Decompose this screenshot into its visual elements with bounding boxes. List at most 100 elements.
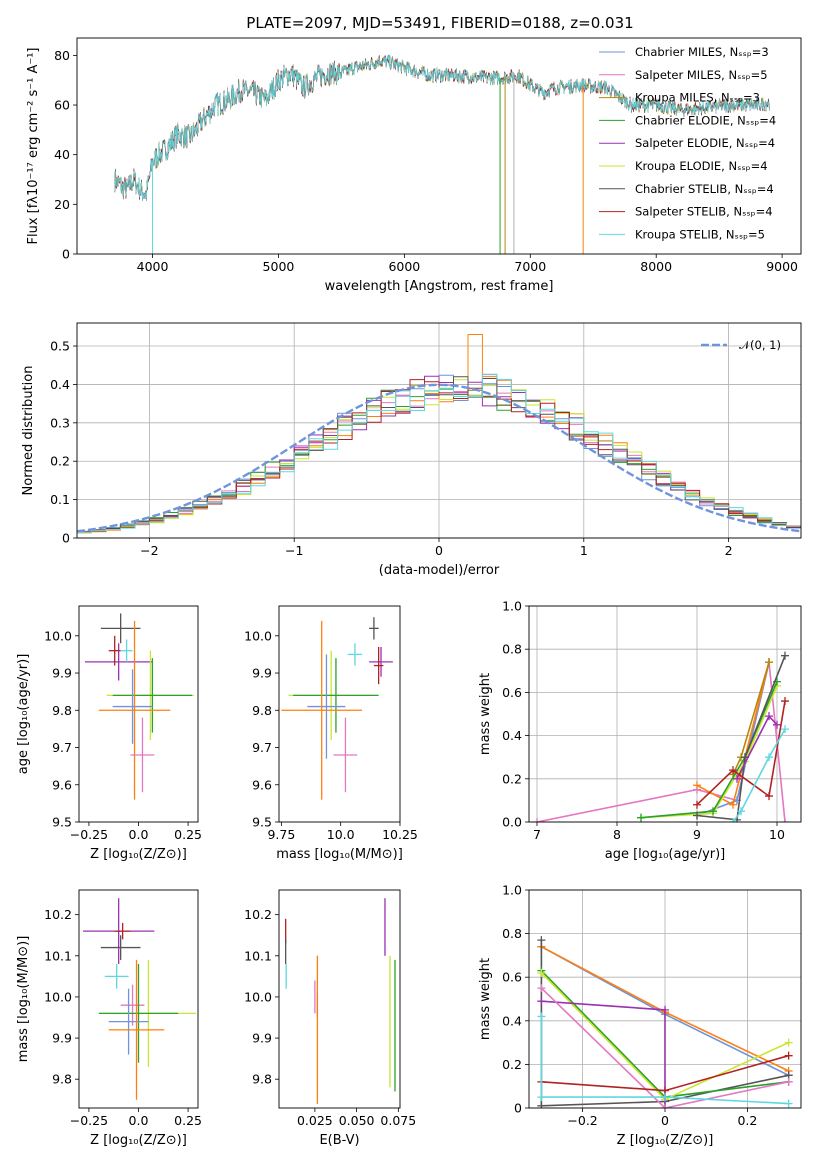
x-tick-label: −1 xyxy=(285,543,303,558)
y-tick-label: 20 xyxy=(54,197,70,212)
errorbar-point xyxy=(114,922,131,940)
legend-label: Salpeter STELIB, Nₛₛₚ=4 xyxy=(635,205,773,219)
histogram-step xyxy=(77,379,801,534)
x-tick-label: 0.050 xyxy=(339,1113,375,1128)
y-tick-label: 10.2 xyxy=(244,907,272,922)
y-tick-label: 9.9 xyxy=(52,1031,72,1046)
errorbar-point xyxy=(108,959,165,1100)
panel-mass-vs-Z: −0.25 0.0 0.25 9.8 9.9 10.0 10.1 10.2 Z [log₁₀(Z… xyxy=(16,889,202,1148)
y-tick-label: 9.8 xyxy=(252,703,272,718)
x-tick-label: −0.25 xyxy=(70,827,108,842)
weight-marker xyxy=(537,968,546,977)
errorbar-point xyxy=(281,620,363,800)
x-tick-label: 9.75 xyxy=(267,827,295,842)
weight-marker xyxy=(661,1104,669,1108)
x-tick-label: 8 xyxy=(613,827,621,842)
legend-label: Chabrier ELODIE, Nₛₛₚ=4 xyxy=(635,113,776,127)
y-axis-label: mass [log₁₀(M/M⊙)] xyxy=(16,936,31,1063)
y-tick-label: 9.8 xyxy=(52,1072,72,1087)
weight-line xyxy=(541,1000,666,1108)
panel-weight-vs-Z: −0.2 0 0.2 0 0.2 0.4 0.6 0.8 1.0 Z [log₁₀(Z/Z⊙)] m… xyxy=(478,883,802,1148)
panel-mass-vs-EBV: 0.025 0.050 0.075 9.8 9.9 10.0 10.1 10.2 E(B-V) xyxy=(244,889,416,1148)
y-tick-label: 10.2 xyxy=(44,907,72,922)
weight-marker xyxy=(765,712,773,721)
weight-marker xyxy=(781,818,789,822)
y-tick-label: 0.8 xyxy=(502,642,522,657)
axes-frame xyxy=(528,605,802,823)
x-tick-label: 0.25 xyxy=(174,1113,202,1128)
y-tick-label: 0.6 xyxy=(502,970,522,985)
weight-marker xyxy=(537,1093,546,1102)
y-tick-label: 9.5 xyxy=(252,815,272,830)
y-tick-label: 0 xyxy=(62,247,70,262)
errorbar-point xyxy=(84,643,153,681)
errorbar-point xyxy=(369,617,379,640)
y-tick-label: 9.5 xyxy=(52,815,72,830)
x-axis-label: mass [log₁₀(M/M⊙)] xyxy=(276,847,403,862)
y-tick-label: 10.0 xyxy=(244,989,272,1004)
x-tick-label: 9000 xyxy=(766,259,798,274)
ticks: 4000 5000 6000 7000 8000 9000 0 20 40 60 80 xyxy=(54,48,798,274)
errorbar-point xyxy=(307,654,346,759)
x-tick-label: −2 xyxy=(140,543,158,558)
y-tick-label: 9.9 xyxy=(252,666,272,681)
weight-marker xyxy=(773,720,781,729)
y-tick-label: 0.5 xyxy=(50,339,70,354)
y-axis-label: mass weight xyxy=(478,673,493,755)
weight-marker xyxy=(781,725,789,734)
plot-area xyxy=(82,898,197,1100)
weight-marker xyxy=(537,997,546,1006)
y-tick-label: 0.1 xyxy=(50,492,70,507)
weight-line xyxy=(696,700,786,806)
y-tick-label: 9.6 xyxy=(252,777,272,792)
weight-line xyxy=(540,987,789,1108)
y-tick-label: 40 xyxy=(54,147,70,162)
weight-marker xyxy=(784,1099,793,1108)
weight-marker xyxy=(729,766,737,775)
x-axis-label: age [log₁₀(age/yr)] xyxy=(605,847,726,862)
ticks: −0.25 0.0 0.25 9.8 9.9 10.0 10.1 10.2 xyxy=(44,907,202,1128)
weight-marker xyxy=(781,697,789,706)
weight-line xyxy=(640,681,778,819)
x-tick-label: 0.075 xyxy=(380,1113,416,1128)
weight-marker xyxy=(737,807,745,816)
y-tick-label: 0.2 xyxy=(50,454,70,469)
weight-marker xyxy=(661,1093,669,1102)
errorbar-point xyxy=(120,984,145,1026)
errorbar-point xyxy=(120,639,133,662)
y-tick-label: 0.0 xyxy=(502,815,522,830)
errorbar-point xyxy=(373,646,384,685)
weight-marker xyxy=(637,813,645,822)
x-tick-label: 10 xyxy=(769,827,785,842)
weight-marker xyxy=(784,1051,793,1060)
plot-area xyxy=(84,613,195,800)
errorbar-point xyxy=(369,646,393,677)
axes-frame xyxy=(278,889,401,1109)
weight-line xyxy=(696,662,770,806)
y-tick-label: 9.8 xyxy=(52,703,72,718)
x-tick-label: 6000 xyxy=(388,259,420,274)
ticks: 0.025 0.050 0.075 9.8 9.9 10.0 10.1 10.2 xyxy=(244,907,416,1128)
weight-marker xyxy=(661,1005,669,1014)
axes-frame xyxy=(76,37,802,255)
x-tick-label: 7 xyxy=(533,827,541,842)
y-tick-label: 0.3 xyxy=(50,415,70,430)
weight-marker xyxy=(784,1077,793,1086)
errorbar-point xyxy=(108,635,121,666)
weight-marker xyxy=(693,800,701,809)
errorbar-point xyxy=(293,658,379,733)
x-tick-label: 0.0 xyxy=(129,1113,149,1128)
errorbar-point xyxy=(112,658,193,733)
y-tick-label: 9.8 xyxy=(252,1072,272,1087)
weight-marker xyxy=(733,774,741,783)
weight-marker xyxy=(765,658,773,667)
x-tick-label: 0.0 xyxy=(129,827,149,842)
errorbar-point xyxy=(98,964,179,1063)
y-tick-label: 9.9 xyxy=(52,666,72,681)
panel-residuals: −2 −1 0 1 2 0 0.1 0.2 0.3 0.4 0.5 (data-model)/erro… xyxy=(21,322,802,578)
x-tick-label: 10.0 xyxy=(327,827,355,842)
plot-area xyxy=(114,54,770,254)
y-tick-label: 10.0 xyxy=(244,628,272,643)
x-axis-label: Z [log₁₀(Z/Z⊙)] xyxy=(617,1133,714,1148)
